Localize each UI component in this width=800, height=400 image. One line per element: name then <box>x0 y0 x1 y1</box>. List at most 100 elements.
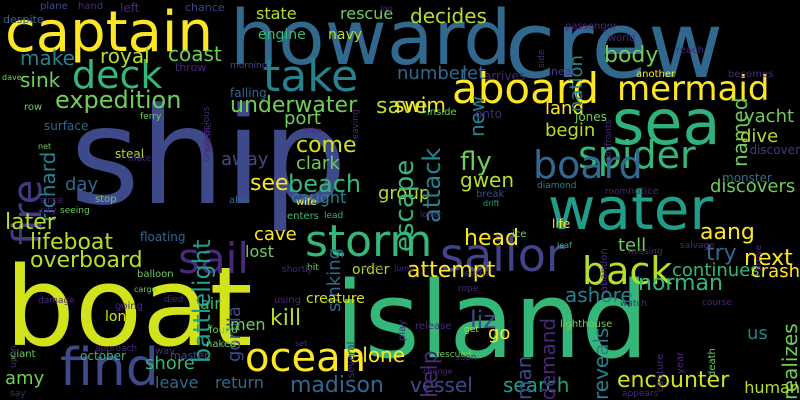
cloud-word-throw: throw <box>175 61 207 74</box>
cloud-word-hand: hand <box>78 1 104 12</box>
cloud-word-clark: clark <box>296 153 340 174</box>
cloud-word-ship: ship <box>70 79 348 235</box>
cloud-word-jones: jones <box>575 110 607 124</box>
cloud-word-died: died <box>164 295 184 305</box>
cloud-word-life: life <box>552 217 571 231</box>
cloud-word-howard: howard <box>230 0 512 82</box>
cloud-word-take: take <box>263 51 359 102</box>
cloud-word-city: city <box>40 206 57 216</box>
cloud-word-deck: deck <box>72 53 163 97</box>
cloud-word-men: men <box>230 315 266 334</box>
cloud-word-near: near <box>551 65 577 78</box>
cloud-word-using: using <box>274 295 302 306</box>
cloud-word-rescue: rescue <box>340 4 394 23</box>
cloud-word-also: also <box>229 195 250 206</box>
cloud-word-search: search <box>503 373 570 397</box>
cloud-word-arrives: arrives <box>484 69 526 83</box>
cloud-word-becomes: becomes <box>728 69 774 80</box>
cloud-word-number: number <box>397 63 468 84</box>
cloud-word-october: october <box>80 349 126 363</box>
cloud-word-dave: dave <box>2 73 22 82</box>
cloud-word-dive: dive <box>740 126 779 147</box>
cloud-word-amy: amy <box>5 368 45 389</box>
cloud-word-lifeboat: lifeboat <box>30 230 114 255</box>
cloud-word-nation: nation <box>566 55 587 112</box>
cloud-word-steal: steal <box>115 147 145 161</box>
cloud-word-tell: tell <box>618 235 647 256</box>
cloud-word-navy: navy <box>328 27 363 43</box>
cloud-word-return: return <box>215 373 264 392</box>
cloud-word-boat: boat <box>5 243 253 371</box>
cloud-word-ice: ice <box>512 229 527 240</box>
cloud-word-day: day <box>65 174 99 195</box>
cloud-word-lost: lost <box>245 242 274 261</box>
cloud-word-inside: inside <box>427 107 457 118</box>
cloud-word-gwen: gwen <box>460 168 515 192</box>
cloud-word-creature: creature <box>306 291 365 307</box>
cloud-word-leaf: leaf <box>557 241 572 250</box>
cloud-word-unconscious: unconscious <box>202 106 212 162</box>
cloud-word-discovers: discovers <box>710 176 796 197</box>
cloud-word-capture: capture <box>655 353 666 392</box>
cloud-word-upon: upon <box>9 345 19 368</box>
cloud-word-approach: approach <box>95 344 138 354</box>
cloud-word-madison: madison <box>290 373 384 398</box>
cloud-word-shortly: shortly <box>282 265 313 275</box>
cloud-word-away: away <box>221 149 269 170</box>
cloud-word-air: air <box>200 294 221 313</box>
cloud-word-monster: monster <box>722 171 772 185</box>
cloud-word-see: see <box>250 171 289 196</box>
cloud-word-mate: mate <box>128 154 152 164</box>
cloud-word-confronts: confronts <box>604 119 614 162</box>
cloud-word-royal: royal <box>100 44 150 68</box>
cloud-word-discover: discover <box>749 143 800 157</box>
cloud-word-another: another <box>636 69 676 80</box>
cloud-word-decides: decides <box>410 4 487 28</box>
cloud-word-tribe: tribe <box>303 126 322 135</box>
cloud-word-attempt: attempt <box>407 258 496 283</box>
cloud-word-captain: captain <box>5 0 213 65</box>
cloud-word-aang: aang <box>700 220 755 245</box>
cloud-word-log: log <box>380 4 393 13</box>
cloud-word-despite: despite <box>3 13 44 26</box>
cloud-word-net: net <box>38 142 52 151</box>
cloud-word-lighthouse: lighthouse <box>560 319 613 330</box>
cloud-word-board: board <box>533 143 643 187</box>
cloud-word-port: port <box>284 108 321 129</box>
cloud-word-ashore: ashore <box>565 283 633 307</box>
cloud-word-group: group <box>378 183 431 204</box>
cloud-word-ferry: ferry <box>140 112 162 122</box>
cloud-word-course: course <box>702 298 733 308</box>
cloud-word-floating: floating <box>140 230 186 244</box>
cloud-word-death: death <box>707 348 718 377</box>
cloud-word-human: human <box>744 378 800 397</box>
cloud-word-make: make <box>20 46 75 70</box>
cloud-word-kill: kill <box>270 306 302 331</box>
cloud-word-notice: notice <box>628 186 659 197</box>
cloud-word-falling: falling <box>230 86 267 100</box>
cloud-word-side: side <box>537 49 547 68</box>
cloud-word-rope: rope <box>458 284 479 294</box>
cloud-word-jump: jump <box>394 264 415 273</box>
cloud-word-expedition: expedition <box>55 86 182 114</box>
cloud-word-chance: chance <box>185 1 225 14</box>
cloud-word-crash: crash <box>750 261 800 282</box>
cloud-word-passenger: passenger <box>565 21 617 32</box>
cloud-word-since: since <box>40 196 64 206</box>
cloud-word-stop: stop <box>95 194 117 205</box>
cloud-word-sail: sail <box>178 234 249 283</box>
cloud-word-lower: lower <box>420 210 442 219</box>
cloud-word-island: island <box>335 259 649 382</box>
cloud-word-play: play <box>397 319 408 341</box>
cloud-word-sink: sink <box>20 68 61 92</box>
cloud-word-missing: missing <box>628 247 663 257</box>
cloud-word-yacht: yacht <box>744 106 795 127</box>
cloud-word-sailor: sailor <box>440 228 565 282</box>
cloud-word-vessel: vessel <box>410 373 473 397</box>
cloud-word-reach: reach <box>676 45 705 56</box>
cloud-word-master: master <box>170 349 209 362</box>
cloud-word-mermaid: mermaid <box>617 69 770 109</box>
cloud-word-back: back <box>582 249 673 293</box>
cloud-word-naked: naked <box>206 339 237 350</box>
cloud-word-us: us <box>747 323 768 344</box>
